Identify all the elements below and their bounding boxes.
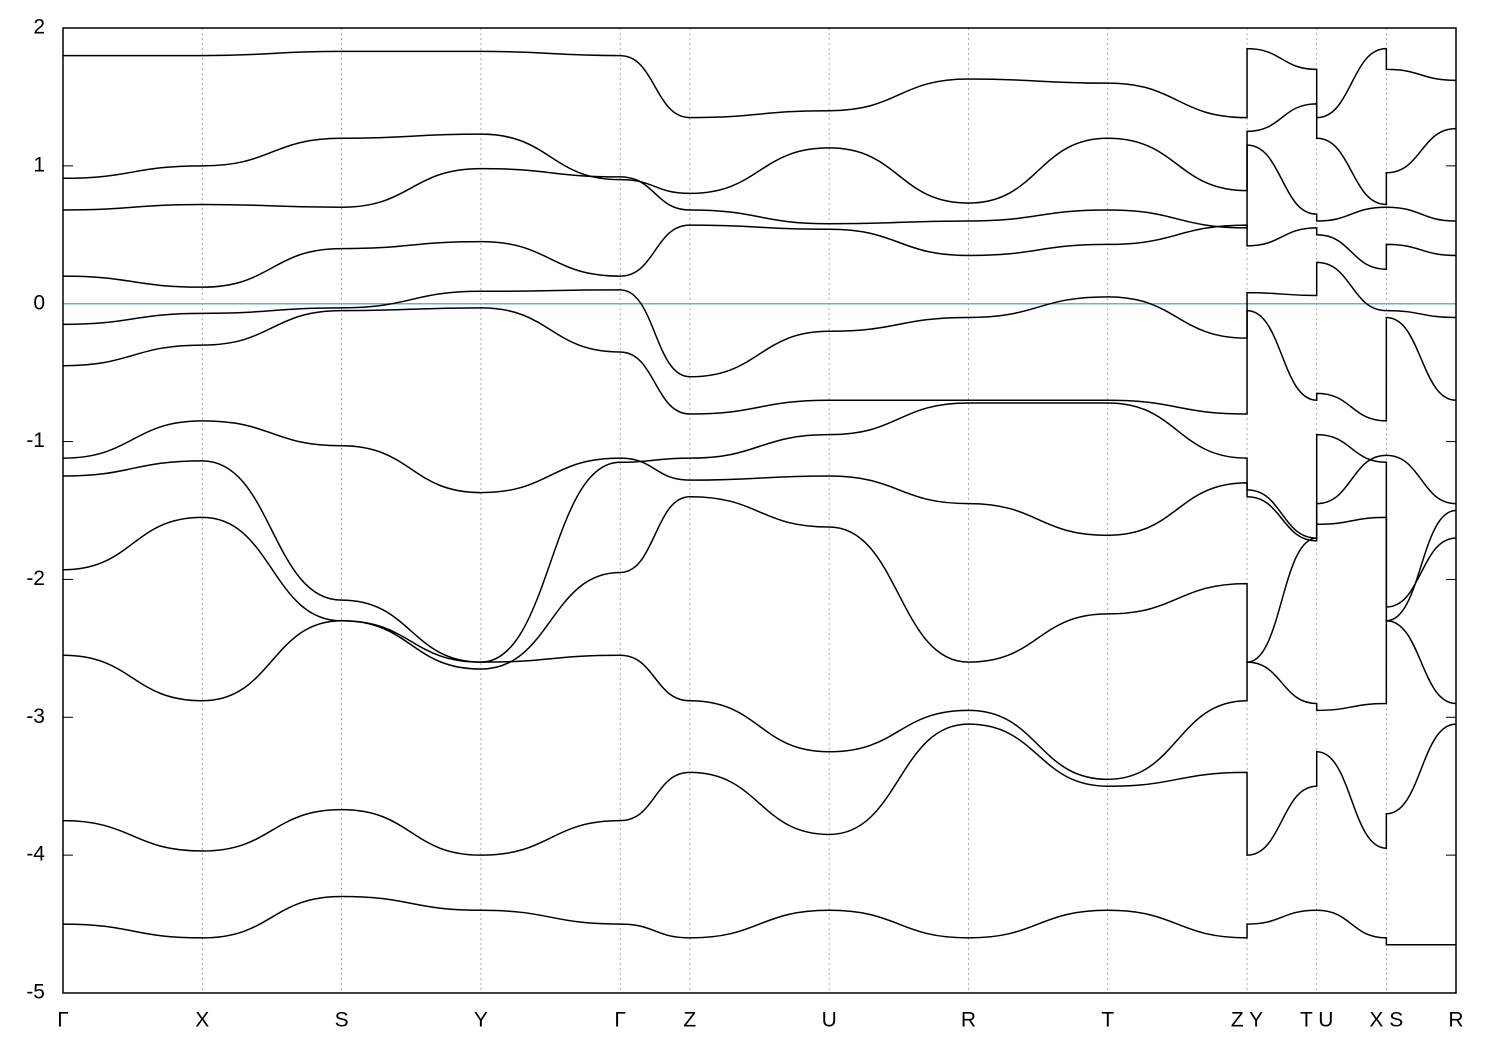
- y-tick-label: -3: [26, 705, 45, 728]
- y-tick-label: 0: [33, 291, 45, 314]
- band-line: [62, 47, 1457, 119]
- x-tick-label: S: [335, 1009, 349, 1032]
- x-tick-label: U: [822, 1009, 837, 1032]
- band-line: [62, 402, 1457, 663]
- y-tick-label: 1: [33, 153, 45, 176]
- plot-frame: [62, 27, 1457, 994]
- x-tick-label: X S: [1369, 1009, 1403, 1032]
- y-tick-label: -2: [26, 567, 45, 590]
- band-line: [62, 103, 1457, 206]
- x-tick-label: X: [195, 1009, 209, 1032]
- band-line: [62, 495, 1457, 670]
- x-tick-label: Y: [474, 1009, 488, 1032]
- band-line: [62, 723, 1457, 856]
- x-tick-label: R: [961, 1009, 976, 1032]
- y-tick-label: 2: [33, 16, 45, 39]
- band-line: [62, 420, 1457, 539]
- y-tick-label: -5: [26, 981, 45, 1004]
- band-line: [62, 895, 1456, 946]
- y-tick-label: -1: [26, 429, 45, 452]
- band-line: [62, 307, 1457, 422]
- x-tick-label: Γ: [57, 1009, 69, 1032]
- x-tick-label: Γ: [614, 1009, 626, 1032]
- x-tick-label: Z: [683, 1009, 696, 1032]
- band-line: [62, 144, 1457, 229]
- x-tick-label: R: [1448, 1009, 1463, 1032]
- y-tick-label: -4: [26, 843, 45, 866]
- x-tick-label: T: [1101, 1009, 1114, 1032]
- x-tick-label: T U: [1300, 1009, 1333, 1032]
- band-line: [62, 224, 1457, 288]
- x-tick-label: Z Y: [1231, 1009, 1263, 1032]
- band-line: [62, 261, 1457, 378]
